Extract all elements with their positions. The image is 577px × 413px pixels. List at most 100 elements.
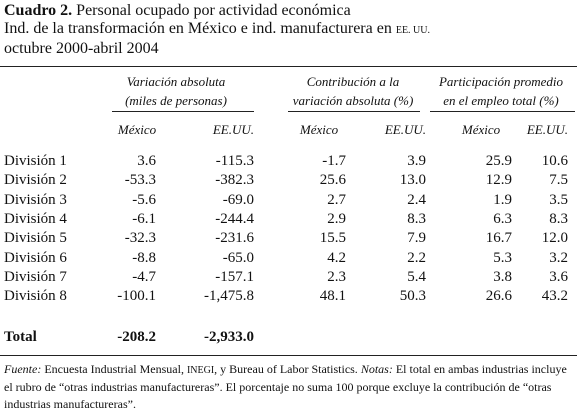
group-underline-2 (288, 111, 420, 112)
cell-mexico-contribucion: 2.3 (327, 268, 346, 285)
footnote-notas-label: Notas: (360, 362, 393, 376)
cell-eeuu-variacion: -115.3 (215, 153, 254, 169)
table-row: División 3 -5.6 -69.0 2.7 2.4 1.9 3.5 (0, 192, 577, 211)
cell-eeuu-contribucion: 13.0 (399, 172, 426, 189)
cell-mexico-contribucion: 25.6 (319, 172, 346, 189)
footnote: Fuente: Encuesta Industrial Mensual, INE… (4, 361, 574, 413)
cell-eeuu-variacion: -69.0 (222, 191, 254, 208)
cell-mexico-variacion: -5.6 (132, 191, 156, 208)
header-participacion: Participación promedio en el empleo tota… (426, 72, 576, 110)
header-participacion-line2: en el empleo total (%) (443, 93, 559, 108)
cell-eeuu-variacion: -157.1 (215, 268, 254, 285)
cell-mexico-participacion: 16.7 (485, 230, 512, 247)
header-contribucion: Contribución a la variación absoluta (%) (280, 72, 426, 110)
title-line-2: Ind. de la transformación en México e in… (4, 20, 574, 40)
cell-eeuu-participacion: 3.5 (549, 191, 568, 208)
group-underline-1 (112, 111, 254, 112)
cell-mexico-participacion: 5.3 (493, 249, 512, 266)
cell-eeuu-participacion: 7.5 (549, 172, 568, 189)
row-label: División 2 (4, 172, 67, 189)
cell-mexico-participacion: 26.6 (485, 288, 512, 305)
total-row: Total -208.2 -2,933.0 (0, 329, 577, 348)
cell-mexico-contribucion: 4.2 (327, 249, 346, 266)
cell-mexico-participacion: 12.9 (485, 172, 512, 189)
cell-mexico-participacion: 25.9 (485, 153, 512, 169)
footnote-fuente-text-a: Encuesta Industrial Mensual, (41, 362, 187, 376)
total-mexico: -208.2 (117, 329, 156, 345)
table-row: División 4 -6.1 -244.4 2.9 8.3 6.3 8.3 (0, 211, 577, 230)
table-number: Cuadro 2. (4, 2, 73, 19)
header-participacion-line1: Participación promedio (438, 74, 564, 89)
footnote-fuente-text-b: , y Bureau of Labor Statistics. (214, 362, 361, 376)
title-text: Personal ocupado por actividad económica (72, 2, 351, 19)
cell-eeuu-participacion: 3.6 (549, 268, 568, 285)
header-contribucion-line2: variación absoluta (%) (292, 93, 414, 108)
title-eeuu: EE. UU. (395, 25, 431, 36)
row-label: División 6 (4, 249, 67, 266)
subheader-eeuu-3: EE.UU. (526, 122, 568, 137)
cell-mexico-contribucion: 2.7 (327, 191, 346, 208)
row-label: División 3 (4, 191, 67, 208)
footnote-fuente-label: Fuente: (4, 362, 42, 376)
table-row: División 1 3.6 -115.3 -1.7 3.9 25.9 10.6 (0, 153, 577, 172)
cell-eeuu-variacion: -382.3 (215, 172, 254, 189)
cell-mexico-variacion: -53.3 (124, 172, 156, 189)
cell-eeuu-contribucion: 50.3 (399, 288, 426, 305)
cell-eeuu-variacion: -231.6 (215, 230, 254, 247)
table-row: División 8 -100.1 -1,475.8 48.1 50.3 26.6 43.2 (0, 288, 577, 307)
total-eeuu: -2,933.0 (204, 329, 254, 345)
cell-eeuu-variacion: -244.4 (215, 210, 254, 227)
cell-eeuu-contribucion: 2.4 (407, 191, 426, 208)
subheader-eeuu-1: EE.UU. (212, 122, 254, 137)
subheader-mexico-3: México (461, 122, 501, 137)
cell-mexico-contribucion: 48.1 (319, 288, 346, 305)
cell-eeuu-participacion: 12.0 (541, 230, 568, 247)
cell-mexico-contribucion: 2.9 (327, 210, 346, 227)
header-variacion-line1: Variación absoluta (126, 74, 226, 89)
total-label: Total (4, 329, 37, 345)
cell-eeuu-contribucion: 8.3 (407, 210, 426, 227)
table-row: División 5 -32.3 -231.6 15.5 7.9 16.7 12.0 (0, 230, 577, 249)
group-underline-3 (430, 111, 575, 112)
header-variacion-line2: (miles de personas) (125, 93, 227, 108)
top-rule (0, 66, 577, 67)
cell-mexico-variacion: 3.6 (137, 153, 156, 169)
cell-mexico-variacion: -8.8 (132, 249, 156, 266)
cell-mexico-contribucion: 15.5 (319, 230, 346, 247)
title-line-3: octubre 2000-abril 2004 (4, 40, 159, 57)
table-row: División 7 -4.7 -157.1 2.3 5.4 3.8 3.6 (0, 269, 577, 288)
cell-mexico-variacion: -100.1 (117, 288, 156, 305)
header-variacion: Variación absoluta (miles de personas) (104, 72, 248, 110)
row-label: División 8 (4, 288, 67, 305)
subheader-eeuu-2: EE.UU. (384, 122, 426, 137)
row-label: División 7 (4, 268, 67, 285)
cell-mexico-contribucion: -1.7 (322, 153, 346, 169)
cell-mexico-participacion: 3.8 (493, 268, 512, 285)
cell-eeuu-participacion: 8.3 (549, 210, 568, 227)
subheader-mexico-2: México (299, 122, 339, 137)
cell-eeuu-participacion: 3.2 (549, 249, 568, 266)
cell-eeuu-variacion: -1,475.8 (204, 288, 254, 305)
cell-eeuu-contribucion: 2.2 (407, 249, 426, 266)
cell-mexico-variacion: -32.3 (124, 230, 156, 247)
cell-mexico-variacion: -4.7 (132, 268, 156, 285)
table-row: División 6 -8.8 -65.0 4.2 2.2 5.3 3.2 (0, 250, 577, 269)
row-label: División 4 (4, 210, 67, 227)
cell-eeuu-contribucion: 3.9 (407, 153, 426, 169)
bottom-rule (0, 355, 577, 356)
cell-mexico-variacion: -6.1 (132, 210, 156, 227)
row-label: División 5 (4, 230, 67, 247)
title-line-1: Cuadro 2. Personal ocupado por actividad… (4, 2, 574, 20)
table-title: Cuadro 2. Personal ocupado por actividad… (4, 2, 574, 58)
cell-eeuu-contribucion: 5.4 (407, 268, 426, 285)
cell-mexico-participacion: 1.9 (493, 191, 512, 208)
footnote-inegi: INEGI (186, 365, 215, 376)
cell-eeuu-contribucion: 7.9 (407, 230, 426, 247)
subheader-mexico-1: México (117, 122, 157, 137)
table-row: División 2 -53.3 -382.3 25.6 13.0 12.9 7.5 (0, 172, 577, 191)
title-line-2-text: Ind. de la transformación en México e in… (4, 20, 396, 37)
cell-eeuu-participacion: 43.2 (541, 288, 568, 305)
cell-eeuu-participacion: 10.6 (541, 153, 568, 169)
header-contribucion-line1: Contribución a la (306, 74, 400, 89)
cell-mexico-participacion: 6.3 (493, 210, 512, 227)
